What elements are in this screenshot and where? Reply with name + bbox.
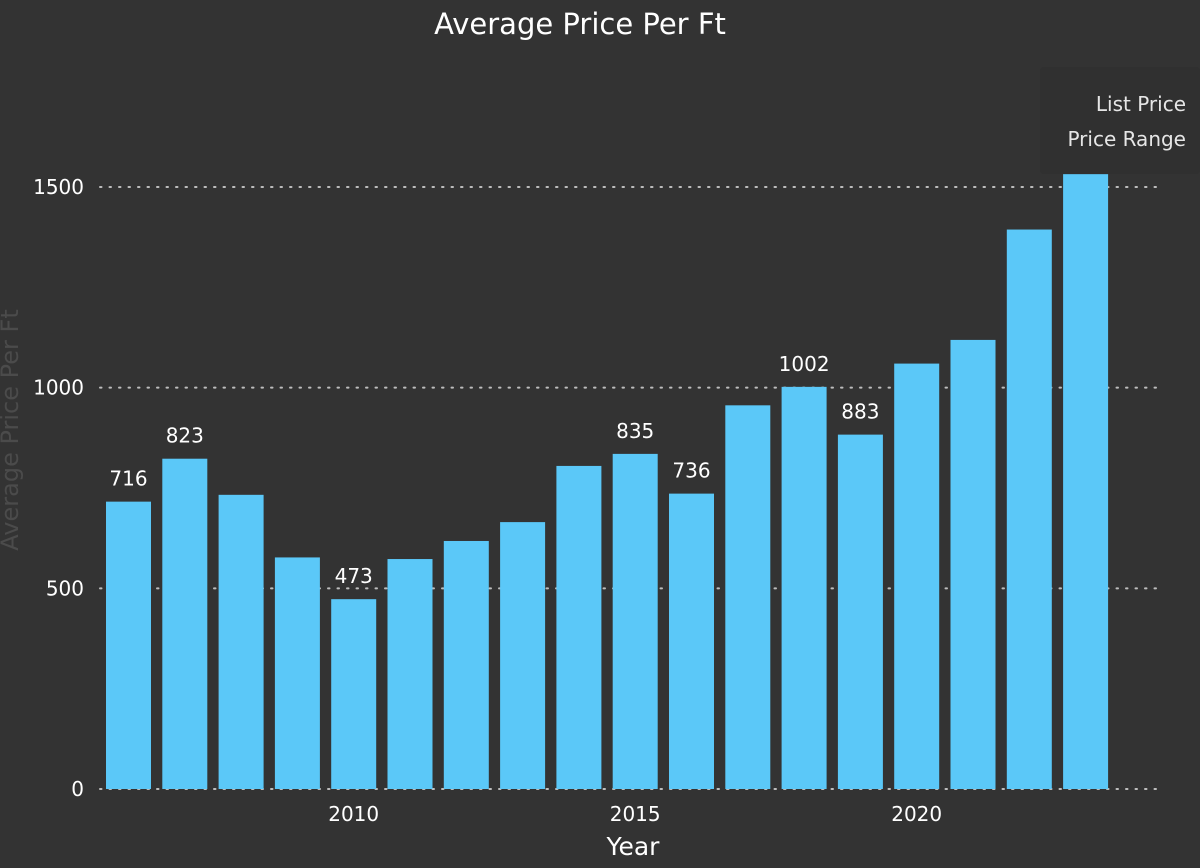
y-tick-label: 1500 [33,175,84,199]
data-label: 835 [616,419,654,443]
x-tick-label: 2010 [328,802,379,826]
bar [106,501,151,789]
bar [443,540,489,789]
bars [106,174,1109,790]
bar [894,363,940,789]
bar [556,465,602,789]
data-label: 823 [166,424,204,448]
data-label: 1002 [779,352,830,376]
y-tick-label: 0 [71,777,84,801]
bar [218,494,264,789]
legend-background [1040,67,1200,174]
y-tick-label: 500 [46,576,84,600]
legend: List Price Price Range [1040,67,1200,174]
x-axis-title: Year [606,832,661,861]
bar [387,559,433,789]
y-axis-title: Average Price Per Ft [0,309,24,550]
data-labels: 716 823 473 835 736 1002 883 [109,352,879,588]
y-axis-ticks: 0 500 1000 1500 [33,175,84,801]
bar [612,453,658,789]
data-label: 473 [335,564,373,588]
bar [1006,229,1052,790]
data-label: 736 [672,459,710,483]
legend-entry-list-price: List Price [1096,92,1186,116]
bar [669,493,714,789]
bar [500,522,546,789]
bar [331,599,377,789]
x-axis-ticks: 2010 2015 2020 [328,802,942,826]
y-tick-label: 1000 [33,376,84,400]
bar [781,386,827,789]
bar [1063,174,1109,789]
x-tick-label: 2015 [610,802,661,826]
data-label: 716 [109,467,147,491]
x-tick-label: 2020 [891,802,942,826]
bar [162,458,208,789]
bar [274,557,320,789]
chart-title: Average Price Per Ft [434,7,726,41]
bar [950,339,996,789]
legend-entry-price-range: Price Range [1067,127,1186,151]
data-label: 883 [841,400,879,424]
bar [837,434,883,789]
bar [725,405,771,789]
